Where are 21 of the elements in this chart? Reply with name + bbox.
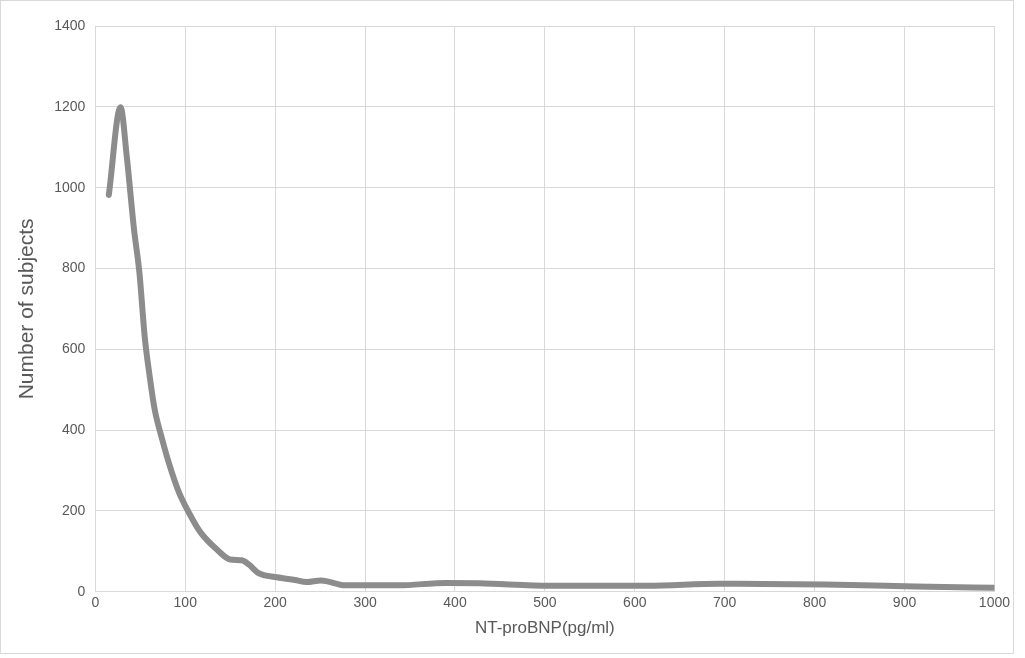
y-tick-label: 600 [61, 340, 86, 357]
x-axis-title: NT-proBNP(pg/ml) [474, 618, 615, 638]
x-tick-label: 400 [443, 594, 467, 611]
y-tick-label: 1400 [54, 16, 86, 33]
x-tick-label: 600 [623, 594, 647, 611]
x-tick-label: 700 [713, 594, 737, 611]
x-tick-label: 500 [533, 594, 557, 611]
y-axis-title: Number of subjects [14, 218, 38, 400]
x-tick-label: 800 [802, 594, 827, 611]
x-tick-label: 300 [353, 594, 377, 611]
y-tick-label: 0 [77, 582, 86, 599]
x-tick-label: 1000 [978, 594, 1011, 611]
x-tick-label: 200 [263, 594, 288, 611]
y-tick-label: 400 [61, 421, 86, 437]
y-tick-label: 1000 [54, 178, 86, 195]
x-tick-label: 100 [173, 594, 198, 611]
y-tick-label: 1200 [54, 97, 86, 114]
x-tick-label: 0 [91, 594, 100, 611]
y-tick-label: 200 [61, 501, 86, 518]
y-tick-label: 800 [61, 259, 86, 276]
x-tick-label: 900 [892, 594, 917, 611]
